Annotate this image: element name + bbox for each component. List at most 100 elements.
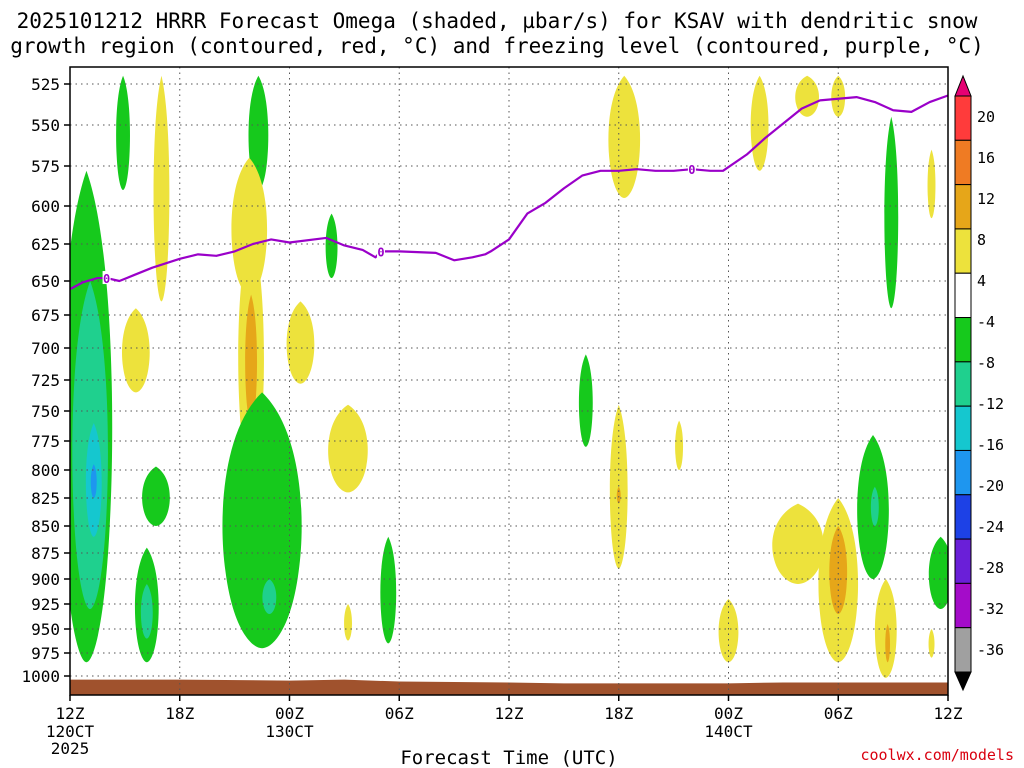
y-tick-label: 650 [31,272,60,291]
x-tick-label: 12Z [495,704,524,723]
omega-region-green-630 [325,213,338,279]
omega-region-orange-tall [245,294,258,423]
x-tick-label: 18Z [604,704,633,723]
colorbar-label: -4 [977,313,995,331]
colorbar-swatch [954,317,972,363]
freezing-level-line [70,94,948,291]
freezing-level-contour: 0 0 0 [70,94,948,291]
y-axis: 525 550 575 600 625 650 675 700 725 750 775 800 825 8… [21,75,70,686]
omega-region-yellow-945 [344,604,352,641]
colorbar-label: 4 [977,272,986,290]
colorbar-swatch [954,95,972,141]
omega-region-upper-green-1 [116,75,130,190]
colorbar-label: -8 [977,354,995,372]
y-tick-label: 825 [31,489,60,508]
omega-region-green-885 [928,536,948,609]
omega-region-green-lower-block [222,392,302,649]
x-tick-label: 00Z [275,704,304,723]
x-date-label: 140CT [704,722,753,741]
gridlines [69,67,949,695]
colorbar-swatch [954,449,972,496]
y-tick-label: 975 [31,644,60,663]
omega-region-yellow-850-tall [609,404,628,569]
colorbar-swatch [954,627,972,673]
x-tick-label: 18Z [165,704,194,723]
x-tick-label: 06Z [824,704,853,723]
y-tick-label: 775 [31,432,60,451]
freezing-level-label: 0 [688,163,695,177]
omega-region-yellow-540 [795,75,820,117]
omega-region-yellow-950 [874,579,897,678]
omega-region-yellow-780-small [675,420,684,470]
omega-region-yellow-965 [928,629,935,658]
omega-region-yellow-535 [831,75,846,117]
x-axis-title: Forecast Time (UTC) [400,747,617,768]
colorbar-swatch [954,538,972,584]
colorbar-swatch [954,139,972,186]
omega-region-early-column-blue [90,464,97,498]
colorbar-swatch [954,494,972,540]
chart-title-line2: growth region (contoured, red, °C) and f… [10,34,984,58]
colorbar-swatch [954,405,972,451]
x-tick-label: 12Z [934,704,963,723]
x-tick-label: 00Z [714,704,743,723]
omega-region-teal-935 [140,584,153,639]
colorbar-label: 16 [977,149,995,167]
omega-region-yellow-865 [772,503,824,584]
colorbar-label: -36 [977,641,1004,659]
x-date-label: 120CT [46,722,95,741]
y-tick-label: 525 [31,75,60,94]
freezing-label-bg [102,271,111,285]
y-tick-label: 900 [31,570,60,589]
colorbar-swatch [954,272,972,319]
y-tick-label: 750 [31,402,60,421]
colorbar-label: -16 [977,436,1004,454]
freezing-label-bg [687,162,696,176]
omega-region-yellow-585 [927,149,936,219]
omega-region-yellow-upper-right-1 [608,75,641,198]
omega-region-teal-915 [262,579,277,614]
omega-region-yellow-695 [286,301,315,384]
colorbar-label: -28 [977,559,1004,577]
colorbar-swatch [954,361,972,407]
y-tick-label: 550 [31,116,60,135]
colorbar-label: -24 [977,518,1004,536]
colorbar-swatch [954,184,972,230]
colorbar-label: -20 [977,477,1004,495]
x-date-label: 130CT [265,722,314,741]
omega-region-orange-960 [885,624,891,663]
chart-title-line1: 2025101212 HRRR Forecast Omega (shaded, … [17,9,978,33]
colorbar-label: -32 [977,600,1004,618]
omega-region-orange-900 [829,526,848,614]
year-label: 2025 [51,739,90,758]
freezing-label-bg [376,244,385,258]
colorbar-label: -12 [977,395,1004,413]
y-tick-label: 625 [31,235,60,254]
omega-region-upper-green-2 [248,75,269,190]
colorbar-swatch [954,228,972,274]
omega-region-green-850 [142,466,170,526]
colorbar-bottom-triangle [954,671,972,692]
omega-region-orange-822 [616,486,621,504]
x-tick-label: 12Z [56,704,85,723]
colorbar: 20 16 12 8 4 -4 -8 -12 -16 -20 -24 -28 -32 -36 [954,74,1004,692]
freezing-level-label: 0 [103,272,110,286]
omega-shading [70,75,948,678]
colorbar-swatch [954,582,972,629]
y-tick-label: 875 [31,544,60,563]
omega-region-teal-830 [870,486,879,526]
omega-region-green-600 [884,116,899,309]
x-tick-label: 06Z [385,704,414,723]
credit-text: coolwx.com/models [860,746,1014,764]
y-tick-label: 925 [31,595,60,614]
omega-region-yellow-955 [718,599,739,663]
y-tick-label: 725 [31,371,60,390]
y-tick-label: 800 [31,461,60,480]
colorbar-label: 12 [977,190,995,208]
y-tick-label: 675 [31,306,60,325]
y-tick-label: 850 [31,517,60,536]
colorbar-label: 8 [977,231,986,249]
y-tick-label: 575 [31,157,60,176]
